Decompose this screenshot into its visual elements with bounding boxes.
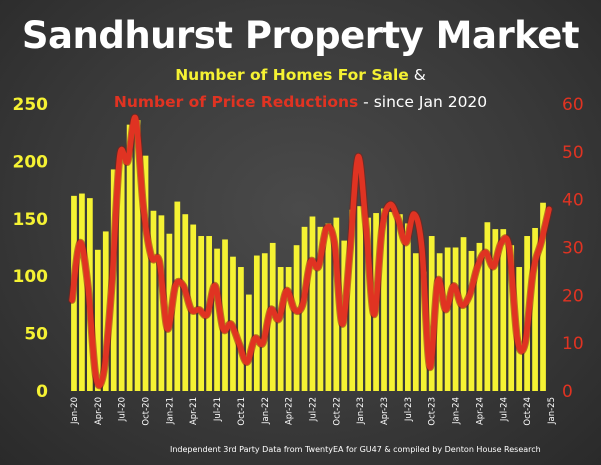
bar-homes-for-sale — [285, 267, 292, 391]
left-axis-tick-label: 200 — [13, 152, 49, 172]
bar-homes-for-sale — [508, 245, 515, 391]
x-axis-tick-label: Apr-22 — [285, 397, 295, 425]
x-axis-tick-label: Jan-20 — [70, 397, 80, 425]
bar-homes-for-sale — [460, 237, 467, 391]
left-axis-tick-label: 150 — [13, 210, 49, 230]
bar-homes-for-sale — [102, 231, 109, 391]
bar-homes-for-sale — [79, 193, 85, 391]
bar-homes-for-sale — [317, 226, 324, 391]
subtitle-line-1: Number of Homes For Sale & — [0, 66, 601, 84]
bar-homes-for-sale — [484, 222, 491, 391]
bar-homes-for-sale — [444, 247, 451, 391]
bar-homes-for-sale — [436, 253, 443, 391]
bar-homes-for-sale — [94, 249, 101, 391]
right-axis-tick-label: 0 — [562, 382, 573, 402]
subtitle-amp: & — [408, 66, 426, 84]
x-axis-tick-label: Jan-23 — [356, 397, 366, 425]
left-axis-tick-label: 50 — [24, 325, 48, 345]
bar-homes-for-sale — [357, 206, 364, 391]
subtitle-since: - since Jan 2020 — [358, 93, 488, 111]
left-axis-tick-label: 0 — [36, 382, 48, 402]
bar-homes-for-sale — [389, 211, 395, 391]
bar-homes-for-sale — [325, 223, 332, 391]
right-axis-tick-label: 10 — [562, 334, 584, 354]
bar-homes-for-sale — [174, 201, 181, 391]
bar-homes-for-sale — [277, 267, 284, 391]
x-axis-tick-label: Oct-22 — [332, 397, 342, 426]
x-axis-tick-label: Jan-22 — [261, 397, 271, 425]
bar-homes-for-sale — [532, 227, 538, 391]
x-axis-tick-label: Oct-21 — [237, 397, 247, 426]
x-axis-tick-label: Oct-23 — [428, 397, 438, 426]
x-axis-tick-label: Jul-21 — [213, 397, 223, 422]
bar-homes-for-sale — [150, 210, 157, 391]
right-axis-tick-label: 30 — [562, 239, 584, 259]
bar-homes-for-sale — [412, 253, 419, 391]
x-axis-tick-label: Jul-24 — [499, 397, 509, 422]
bar-homes-for-sale — [397, 214, 403, 391]
subtitle-homes: Number of Homes For Sale — [175, 66, 409, 84]
bar-homes-for-sale — [126, 124, 133, 391]
bar-homes-for-sale — [500, 229, 507, 391]
chart-title: Sandhurst Property Market — [21, 14, 580, 57]
bar-homes-for-sale — [349, 209, 356, 391]
bar-homes-for-sale — [468, 250, 475, 391]
bar-homes-for-sale — [142, 155, 149, 391]
x-axis-tick-label: Apr-21 — [189, 397, 199, 425]
source-footnote: Independent 3rd Party Data from TwentyEA… — [170, 445, 541, 454]
x-axis-tick-label: Jul-20 — [118, 397, 128, 422]
bar-homes-for-sale — [540, 202, 546, 391]
x-axis-tick-label: Jan-24 — [452, 397, 462, 425]
subtitle-reductions: Number of Price Reductions — [113, 93, 359, 111]
bar-homes-for-sale — [253, 255, 260, 391]
left-axis-tick-label: 250 — [13, 95, 49, 115]
x-axis-tick-label: Apr-20 — [94, 397, 104, 425]
bar-homes-for-sale — [405, 223, 411, 391]
left-axis-tick-label: 100 — [13, 267, 49, 287]
subtitle-line-2: Number of Price Reductions - since Jan 2… — [0, 93, 601, 111]
bar-homes-for-sale — [238, 267, 244, 391]
x-axis-tick-label: Jan-25 — [547, 397, 557, 425]
x-axis-tick-label: Jul-22 — [309, 397, 319, 422]
bar-homes-for-sale — [365, 217, 371, 391]
right-axis-tick-label: 60 — [562, 95, 584, 115]
bar-homes-for-sale — [476, 242, 483, 391]
bar-homes-for-sale — [222, 239, 228, 391]
right-axis-tick-label: 40 — [562, 191, 584, 211]
bar-homes-for-sale — [134, 120, 141, 391]
bar-homes-for-sale — [118, 149, 125, 391]
right-axis-tick-label: 50 — [562, 143, 584, 163]
line-price-reductions — [69, 114, 552, 389]
x-axis-tick-label: Apr-23 — [380, 397, 390, 425]
bar-homes-for-sale — [381, 208, 387, 391]
x-axis-tick-label: Jul-23 — [404, 397, 414, 422]
x-axis-tick-label: Oct-24 — [523, 397, 533, 426]
right-axis-tick-label: 20 — [562, 286, 584, 306]
bar-homes-for-sale — [492, 229, 499, 391]
bar-homes-for-sale — [246, 294, 252, 391]
bar-homes-for-sale — [309, 216, 316, 391]
bar-homes-for-sale — [452, 247, 459, 391]
x-axis-tick-label: Jan-21 — [165, 397, 175, 425]
x-axis-tick-label: Oct-20 — [142, 397, 152, 426]
bar-homes-for-sale — [214, 248, 220, 391]
bar-homes-for-sale — [293, 245, 300, 391]
x-axis-tick-label: Apr-24 — [475, 397, 485, 425]
